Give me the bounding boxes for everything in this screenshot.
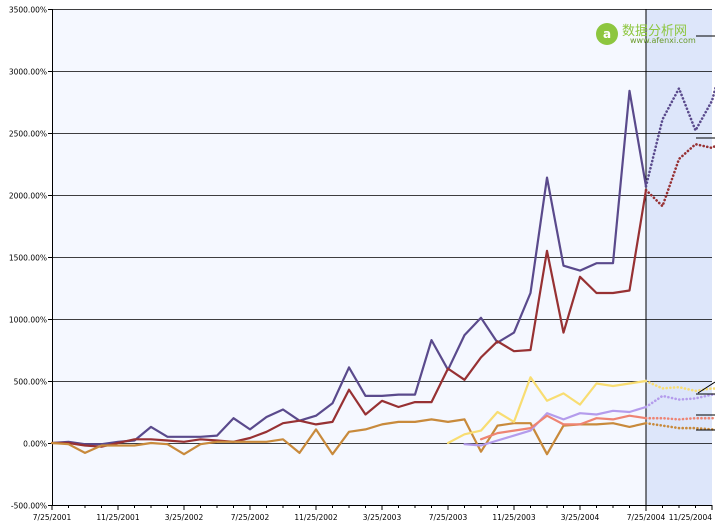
forecast-shade	[646, 9, 712, 505]
y-tick-label: 1500.00%	[9, 254, 47, 263]
watermark-badge-icon: a	[596, 23, 618, 45]
right-edge-callouts	[696, 35, 715, 431]
series-yellow-solid	[446, 376, 648, 445]
series-salmon-solid	[479, 414, 648, 441]
x-tick-label: 3/25/2003	[363, 513, 402, 522]
watermark-text: 数据分析网	[622, 24, 688, 39]
y-tick-label: 1000.00%	[9, 316, 47, 325]
x-tick-label: 7/25/2004	[627, 513, 666, 522]
x-tick-label: 7/25/2001	[33, 513, 72, 522]
x-tick-label: 3/25/2002	[165, 513, 204, 522]
series-lines	[50, 84, 715, 456]
y-tick-label: 3500.00%	[9, 6, 47, 15]
x-tick-label: 7/25/2003	[429, 513, 468, 522]
series-purple-solid	[50, 89, 648, 446]
x-tick-label: 3/25/2004	[561, 513, 600, 522]
series-red-solid	[50, 188, 648, 448]
forecast-region	[645, 9, 712, 511]
y-tick-label: -500.00%	[11, 502, 47, 511]
series-salmon-dotted	[644, 416, 715, 421]
axes	[48, 9, 713, 510]
y-tick-labels: 3500.00% 3000.00% 2500.00% 2000.00% 1500.00%…	[9, 6, 47, 511]
x-tick-label: 11/25/2001	[96, 513, 139, 522]
x-tick-label: 11/25/2004	[669, 513, 712, 522]
x-tick-labels: 7/25/2001 11/25/2001 3/25/2002 7/25/2002 11/…	[33, 513, 712, 522]
x-tick-label: 11/25/2002	[294, 513, 337, 522]
watermark-logo: a 数据分析网 www.afenxi.com	[596, 20, 714, 48]
y-tick-label: 2000.00%	[9, 192, 47, 201]
series-orange-solid	[50, 418, 648, 456]
x-tick-label: 7/25/2002	[231, 513, 270, 522]
series-lavender-solid	[463, 405, 648, 447]
y-tick-label: 0.00%	[23, 440, 47, 449]
callout-line	[697, 381, 715, 394]
x-tick-label: 11/25/2003	[492, 513, 535, 522]
plot-background	[52, 9, 712, 505]
y-tick-label: 2500.00%	[9, 130, 47, 139]
watermark-url: www.afenxi.com	[630, 36, 696, 45]
y-tick-label: 500.00%	[14, 378, 47, 387]
y-tick-label: 3000.00%	[9, 68, 47, 77]
plot-area	[52, 9, 712, 505]
